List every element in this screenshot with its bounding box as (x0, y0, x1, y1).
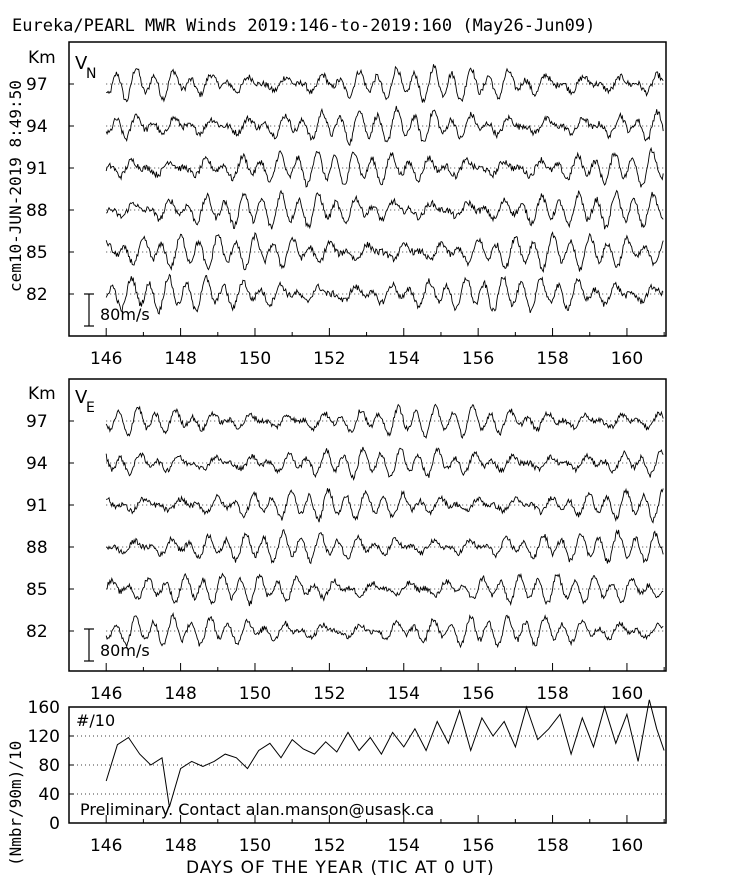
height-label-85km: 85 (26, 580, 48, 600)
xtick-label-156: 156 (462, 684, 494, 704)
xtick-label-148: 148 (164, 349, 196, 369)
ve-panel: Km V E 80m/s 97 94 91 88 85 82 146 148 150 152 15… (26, 378, 667, 704)
xtick-label-152: 152 (313, 684, 345, 704)
height-label-85km: 85 (26, 243, 48, 263)
xtick-label-154: 154 (388, 349, 420, 369)
wind-trace-82km (105, 611, 664, 649)
vn-panel: Km V N 80m/s 97 94 91 88 85 82 146 148 150 152 15… (26, 41, 667, 369)
wind-trace-88km (106, 528, 664, 565)
xtick-label-152: 152 (313, 349, 345, 369)
preliminary-note: Preliminary. Contact alan.manson@usask.c… (80, 800, 434, 819)
x-axis-label: DAYS OF THE YEAR (TIC AT 0 UT) (186, 858, 495, 878)
count-xtick-label-150: 150 (239, 836, 271, 856)
count-xtick-label-146: 146 (90, 836, 122, 856)
ve-scale-label: 80m/s (100, 641, 150, 660)
wind-trace-94km (105, 105, 664, 147)
wind-trace-91km (105, 146, 664, 188)
xtick-label-160: 160 (611, 349, 643, 369)
count-ytick-label-0: 0 (49, 814, 60, 834)
count-xtick-label-160: 160 (611, 836, 643, 856)
height-label-97km: 97 (26, 75, 48, 95)
xtick-label-146: 146 (90, 684, 122, 704)
count-xtick-label-156: 156 (462, 836, 494, 856)
count-legend: #/10 (76, 711, 115, 730)
xtick-label-160: 160 (611, 684, 643, 704)
wind-trace-82km (105, 273, 664, 315)
xtick-label-154: 154 (388, 684, 420, 704)
wind-trace-85km (106, 572, 664, 607)
count-xtick-label-148: 148 (164, 836, 196, 856)
wind-trace-91km (105, 487, 664, 524)
count-xtick-label-154: 154 (388, 836, 420, 856)
count-panel: #/10 Preliminary. Contact alan.manson@us… (28, 698, 667, 856)
ve-ylabel: Km (28, 384, 56, 404)
count-series-line (105, 699, 665, 808)
xtick-label-156: 156 (462, 349, 494, 369)
wind-trace-88km (106, 189, 664, 230)
wind-trace-85km (105, 231, 664, 274)
xtick-label-158: 158 (536, 349, 568, 369)
height-label-82km: 82 (26, 622, 48, 642)
xtick-label-158: 158 (536, 684, 568, 704)
vn-scale-label: 80m/s (100, 305, 150, 324)
height-label-94km: 94 (26, 117, 48, 137)
wind-trace-97km (105, 403, 664, 440)
ve-frame (68, 378, 667, 672)
count-ytick-label-40: 40 (38, 785, 60, 805)
chart-title: Eureka/PEARL MWR Winds 2019:146-to-2019:… (12, 16, 596, 36)
height-label-88km: 88 (26, 538, 48, 558)
vn-component-label: V (75, 53, 88, 74)
ve-scale-bar (84, 628, 94, 662)
count-xtick-label-152: 152 (313, 836, 345, 856)
xtick-label-146: 146 (90, 349, 122, 369)
count-ytick-label-120: 120 (28, 727, 60, 747)
vn-scale-bar (84, 293, 94, 327)
count-xtick-label-158: 158 (536, 836, 568, 856)
height-label-94km: 94 (26, 454, 48, 474)
vn-component-sub: N (86, 66, 96, 82)
ve-component-sub: E (86, 400, 95, 416)
vn-frame (68, 41, 667, 337)
wind-trace-94km (105, 446, 664, 481)
height-label-97km: 97 (26, 412, 48, 432)
xtick-label-148: 148 (164, 684, 196, 704)
height-label-82km: 82 (26, 285, 48, 305)
vn-ylabel: Km (28, 48, 56, 68)
wind-trace-97km (106, 64, 664, 104)
ve-component-label: V (75, 387, 88, 408)
xtick-label-150: 150 (239, 684, 271, 704)
height-label-88km: 88 (26, 201, 48, 221)
count-ytick-label-160: 160 (28, 698, 60, 718)
height-label-91km: 91 (26, 496, 48, 516)
xtick-label-150: 150 (239, 349, 271, 369)
height-label-91km: 91 (26, 159, 48, 179)
count-ytick-label-80: 80 (38, 756, 60, 776)
